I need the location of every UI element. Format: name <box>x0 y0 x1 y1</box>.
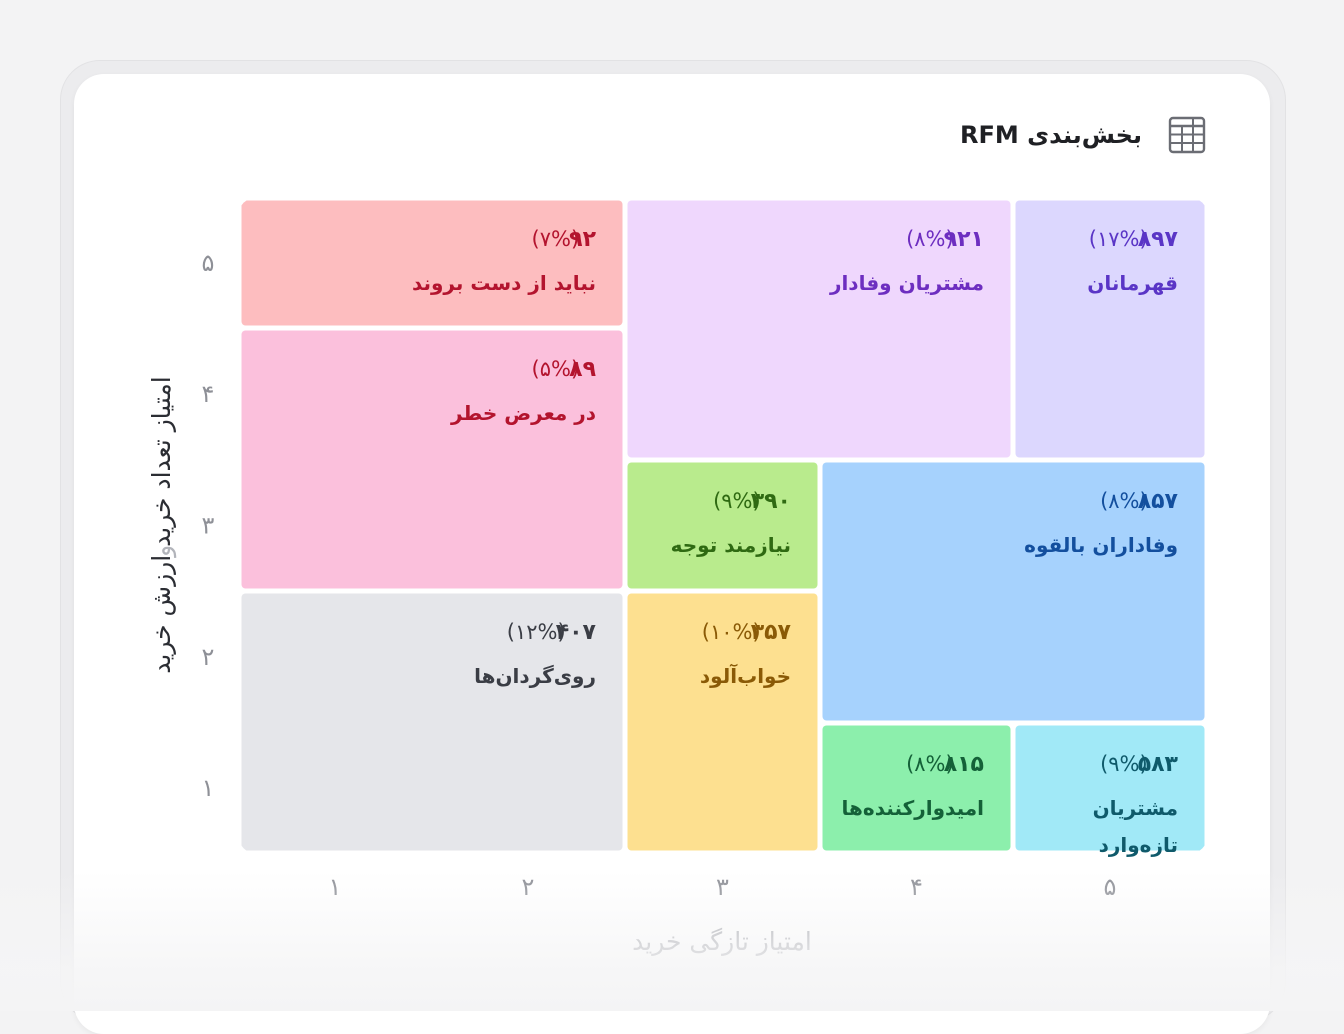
segment-label-need_attention: نیازمند توجه <box>671 533 791 557</box>
y-axis-label: امتیاز تعداد خرید و ارزش خرید <box>147 376 177 673</box>
x-axis-ticks: ۱ ۲ ۳ ۴ ۵ <box>329 873 1117 901</box>
segment-count-need_attention: ۳۹۰(۹%) <box>713 489 791 514</box>
y-axis-label-part1: امتیاز تعداد خرید <box>147 376 176 547</box>
y-tick-label: ۲ <box>202 643 215 671</box>
segment-cell-about_to_sleep[interactable] <box>627 593 818 851</box>
y-tick-label: ۳ <box>202 512 215 540</box>
card-title: بخش‌بندی RFM <box>959 121 1142 149</box>
segment-label-promising: امیدوارکننده‌ها <box>842 796 984 820</box>
segment-label-new_customers: مشتریان تازه‌وارد <box>1093 796 1178 857</box>
grid-table-icon <box>1168 116 1206 154</box>
x-tick-label: ۱ <box>329 873 342 901</box>
x-tick-label: ۳ <box>716 873 729 901</box>
segment-label-loyal: مشتریان وفادار <box>829 271 984 295</box>
segment-label-about_to_sleep: خواب‌آلود <box>700 663 791 688</box>
segment-cell-promising[interactable] <box>822 725 1011 851</box>
segment-label-hibernating: روی‌گردان‌ها <box>474 664 596 688</box>
segment-count-champions: ۸۹۷(۱۷%) <box>1089 227 1179 252</box>
x-tick-label: ۴ <box>910 873 923 901</box>
segment-label-cant_lose: نباید از دست بروند <box>412 271 596 295</box>
segment-cell-need_attention[interactable] <box>627 462 818 589</box>
x-tick-label: ۵ <box>1104 873 1117 901</box>
segment-cell-potential_loyalist[interactable] <box>822 462 1205 721</box>
segment-cell-at_risk[interactable] <box>241 330 623 589</box>
y-tick-label: ۴ <box>202 380 215 408</box>
segment-count-promising: ۸۱۵(۸%) <box>906 752 984 777</box>
y-tick-label: ۱ <box>202 774 215 802</box>
segment-count-at_risk: ۸۹(۵%) <box>532 357 597 382</box>
segment-label-at_risk: در معرض خطر <box>450 401 596 425</box>
segment-label-potential_loyalist: وفاداران بالقوه <box>1024 533 1178 557</box>
segment-count-new_customers: ۵۸۳(۹%) <box>1100 752 1178 777</box>
segment-count-about_to_sleep: ۳۵۷(۱۰%) <box>702 620 792 645</box>
segment-labels: ۹۲(۷%) نباید از دست بروند ۸۹(۵%) در معرض خط… <box>412 227 1179 857</box>
segment-cell-loyal[interactable] <box>627 200 1011 458</box>
segment-cell-new_customers[interactable] <box>1015 725 1205 851</box>
y-tick-label: ۵ <box>202 249 215 277</box>
segment-cell-cant_lose[interactable] <box>241 200 623 326</box>
segment-cells <box>241 200 1205 851</box>
y-axis-label-part2: ارزش خرید <box>147 555 176 674</box>
card-header: بخش‌بندی RFM <box>960 114 1206 156</box>
y-axis-ticks: ۱ ۲ ۳ ۴ ۵ <box>202 249 215 802</box>
rfm-chart: ۹۲(۷%) نباید از دست بروند ۸۹(۵%) در معرض خط… <box>147 200 1205 956</box>
x-axis-label: امتیاز تازگی خرید <box>632 927 812 956</box>
segment-count-hibernating: ۴۰۷(۱۲%) <box>507 620 597 645</box>
segment-label-champions: قهرمانان <box>1087 271 1178 295</box>
segment-cell-champions[interactable] <box>1015 200 1205 458</box>
segment-count-potential_loyalist: ۸۵۷(۸%) <box>1100 489 1178 514</box>
segment-cell-hibernating[interactable] <box>241 593 623 851</box>
segment-count-cant_lose: ۹۲(۷%) <box>532 227 597 252</box>
segment-count-loyal: ۹۲۱(۸%) <box>906 227 984 252</box>
x-tick-label: ۲ <box>522 873 535 901</box>
